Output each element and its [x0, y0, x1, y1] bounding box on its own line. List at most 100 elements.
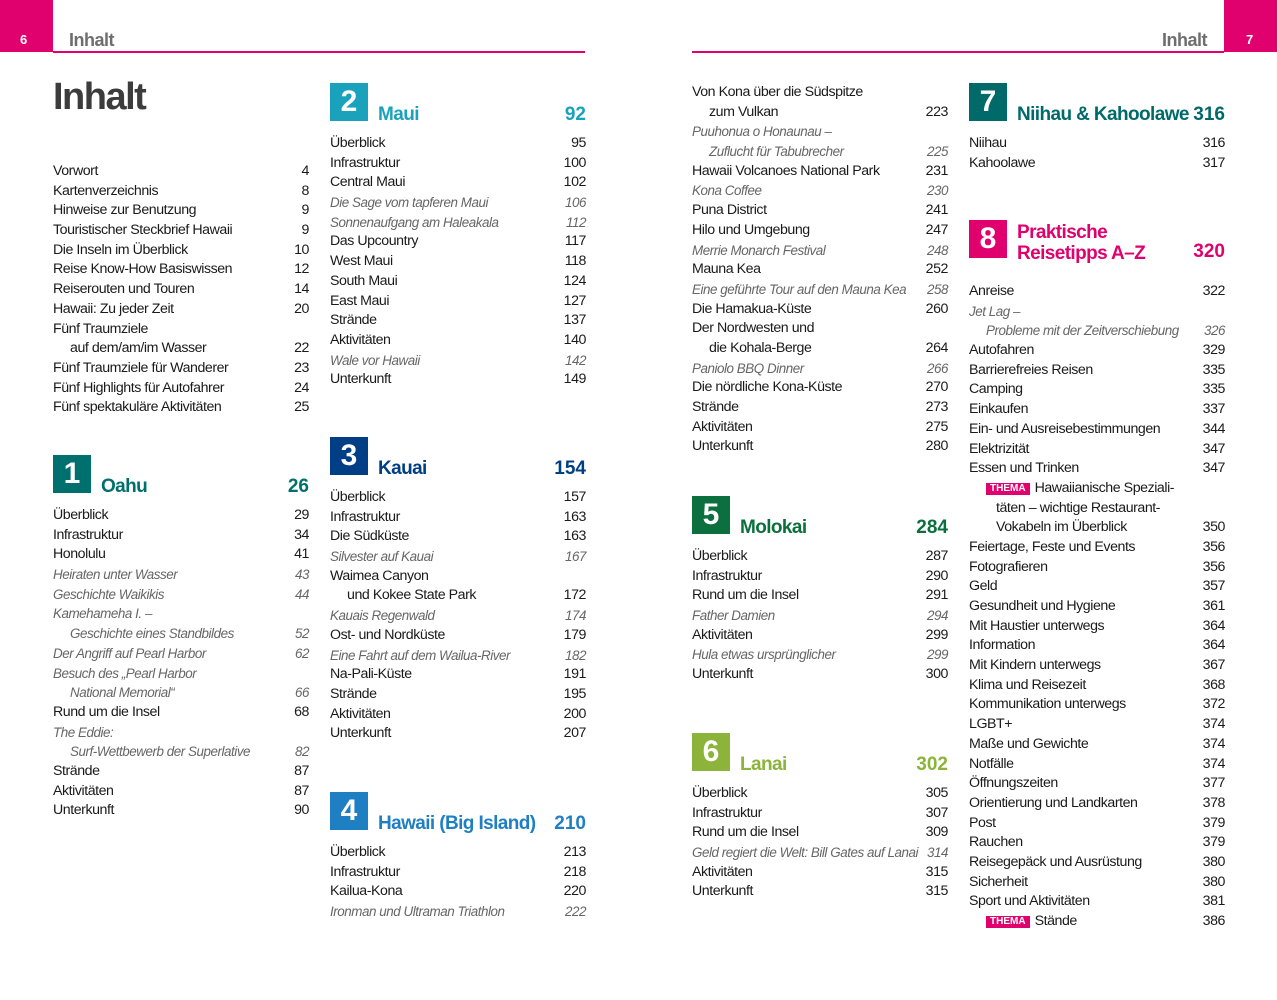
toc-entry[interactable]: Aktivitäten 275: [692, 418, 948, 438]
toc-entry[interactable]: Kona Coffee 230: [692, 181, 948, 201]
toc-entry[interactable]: Überblick 213: [330, 843, 586, 863]
toc-entry[interactable]: Mauna Kea 252: [692, 260, 948, 280]
toc-entry[interactable]: Kailua-Kona 220: [330, 882, 586, 902]
toc-entry[interactable]: Ein- und Ausreisebestimmungen 344: [969, 420, 1225, 440]
section-title[interactable]: Maui: [378, 104, 419, 125]
toc-entry[interactable]: Surf-Wettbewerb der Superlative 82: [53, 742, 309, 762]
toc-entry[interactable]: Infrastruktur 163: [330, 508, 586, 528]
toc-entry[interactable]: Die Inseln im Überblick 10: [53, 241, 309, 261]
toc-entry[interactable]: Reisegepäck und Ausrüstung 380: [969, 853, 1225, 873]
toc-entry[interactable]: Elektrizität 347: [969, 440, 1225, 460]
toc-entry[interactable]: Niihau 316: [969, 134, 1225, 154]
toc-entry[interactable]: East Maui 127: [330, 292, 586, 312]
toc-entry[interactable]: Unterkunft 280: [692, 437, 948, 457]
toc-entry[interactable]: Überblick 95: [330, 134, 586, 154]
toc-entry[interactable]: Infrastruktur 100: [330, 154, 586, 174]
toc-entry[interactable]: Kommunikation unterwegs 372: [969, 695, 1225, 715]
toc-entry[interactable]: Maße und Gewichte 374: [969, 735, 1225, 755]
toc-entry[interactable]: Hawaii Volcanoes National Park 231: [692, 162, 948, 182]
section-title[interactable]: Kauai: [378, 458, 427, 479]
toc-entry[interactable]: Rauchen 379: [969, 833, 1225, 853]
toc-entry[interactable]: Sonnenaufgang am Haleakala 112: [330, 213, 586, 233]
toc-entry[interactable]: Vokabeln im Überblick 350: [969, 518, 1225, 538]
toc-entry[interactable]: Sport und Aktivitäten 381: [969, 892, 1225, 912]
toc-entry[interactable]: Paniolo BBQ Dinner 266: [692, 359, 948, 379]
toc-entry[interactable]: Hinweise zur Benutzung 9: [53, 201, 309, 221]
toc-entry[interactable]: Fünf Traumziele für Wanderer 23: [53, 359, 309, 379]
toc-entry[interactable]: Mit Kindern unterwegs 367: [969, 656, 1225, 676]
toc-entry[interactable]: Orientierung und Landkarten 378: [969, 794, 1225, 814]
toc-entry[interactable]: Ironman und Ultraman Triathlon 222: [330, 902, 586, 922]
toc-entry[interactable]: Puna District 241: [692, 201, 948, 221]
toc-entry[interactable]: Aktivitäten 87: [53, 782, 309, 802]
toc-entry[interactable]: Probleme mit der Zeitverschiebung 326: [969, 321, 1225, 341]
toc-entry[interactable]: Überblick 287: [692, 547, 948, 567]
toc-entry[interactable]: Überblick 157: [330, 488, 586, 508]
toc-entry[interactable]: Kartenverzeichnis 8: [53, 182, 309, 202]
toc-entry[interactable]: Fünf spektakuläre Aktivitäten 25: [53, 398, 309, 418]
toc-entry[interactable]: Hula etwas ursprünglicher 299: [692, 645, 948, 665]
toc-entry[interactable]: Silvester auf Kauai 167: [330, 547, 586, 567]
toc-entry[interactable]: Aktivitäten 315: [692, 863, 948, 883]
toc-entry[interactable]: Kauais Regenwald 174: [330, 606, 586, 626]
toc-entry[interactable]: Eine Fahrt auf dem Wailua-River 182: [330, 646, 586, 666]
toc-entry[interactable]: Unterkunft 207: [330, 724, 586, 744]
toc-entry[interactable]: und Kokee State Park 172: [330, 586, 586, 606]
toc-entry[interactable]: Infrastruktur 290: [692, 567, 948, 587]
toc-entry[interactable]: Sicherheit 380: [969, 873, 1225, 893]
toc-entry[interactable]: Autofahren 329: [969, 341, 1225, 361]
toc-entry[interactable]: Geschichte Waikikis 44: [53, 585, 309, 605]
toc-entry[interactable]: Fünf Highlights für Autofahrer 24: [53, 379, 309, 399]
toc-entry[interactable]: Feiertage, Feste und Events 356: [969, 538, 1225, 558]
toc-entry[interactable]: Unterkunft 90: [53, 801, 309, 821]
section-title[interactable]: Lanai: [740, 754, 787, 775]
toc-entry[interactable]: South Maui 124: [330, 272, 586, 292]
toc-entry[interactable]: THEMA Hawaiianische Speziali-: [969, 479, 1225, 499]
toc-entry[interactable]: Unterkunft 315: [692, 882, 948, 902]
toc-entry[interactable]: auf dem/am/im Wasser 22: [53, 339, 309, 359]
toc-entry[interactable]: Infrastruktur 34: [53, 526, 309, 546]
toc-entry[interactable]: Essen und Trinken 347: [969, 459, 1225, 479]
toc-entry[interactable]: Geld regiert die Welt: Bill Gates auf La…: [692, 843, 948, 863]
toc-entry[interactable]: Die nördliche Kona-Küste 270: [692, 378, 948, 398]
toc-entry[interactable]: Father Damien 294: [692, 606, 948, 626]
toc-entry[interactable]: Heiraten unter Wasser 43: [53, 565, 309, 585]
toc-entry[interactable]: Waimea Canyon: [330, 567, 586, 587]
toc-entry[interactable]: Merrie Monarch Festival 248: [692, 241, 948, 261]
toc-entry[interactable]: Barrierefreies Reisen 335: [969, 361, 1225, 381]
section-title[interactable]: Hawaii (Big Island): [378, 813, 536, 834]
section-title[interactable]: Molokai: [740, 517, 807, 538]
toc-entry[interactable]: Strände 195: [330, 685, 586, 705]
toc-entry[interactable]: Information 364: [969, 636, 1225, 656]
toc-entry[interactable]: Unterkunft 300: [692, 665, 948, 685]
toc-entry[interactable]: Überblick 305: [692, 784, 948, 804]
toc-entry[interactable]: Strände 137: [330, 311, 586, 331]
toc-entry[interactable]: Öffnungszeiten 377: [969, 774, 1225, 794]
toc-entry[interactable]: Strände 273: [692, 398, 948, 418]
toc-entry[interactable]: Infrastruktur 218: [330, 863, 586, 883]
toc-entry[interactable]: Das Upcountry 117: [330, 232, 586, 252]
toc-entry[interactable]: Eine geführte Tour auf den Mauna Kea 258: [692, 280, 948, 300]
toc-entry[interactable]: Der Nordwesten und: [692, 319, 948, 339]
toc-entry[interactable]: Rund um die Insel 291: [692, 586, 948, 606]
toc-entry[interactable]: Post 379: [969, 814, 1225, 834]
toc-entry[interactable]: Gesundheit und Hygiene 361: [969, 597, 1225, 617]
toc-entry[interactable]: die Kohala-Berge 264: [692, 339, 948, 359]
toc-entry[interactable]: National Memorial“ 66: [53, 683, 309, 703]
toc-entry[interactable]: Mit Haustier unterwegs 364: [969, 617, 1225, 637]
toc-entry[interactable]: Notfälle 374: [969, 755, 1225, 775]
toc-entry[interactable]: Jet Lag –: [969, 302, 1225, 322]
section-title[interactable]: Oahu: [101, 476, 148, 497]
toc-entry[interactable]: Besuch des „Pearl Harbor: [53, 664, 309, 684]
toc-entry[interactable]: Aktivitäten 200: [330, 705, 586, 725]
toc-entry[interactable]: Touristischer Steckbrief Hawaii 9: [53, 221, 309, 241]
toc-entry[interactable]: Geschichte eines Standbildes 52: [53, 624, 309, 644]
toc-entry[interactable]: Puuhonua o Honaunau –: [692, 122, 948, 142]
toc-entry[interactable]: Vorwort 4: [53, 162, 309, 182]
toc-entry[interactable]: Die Südküste 163: [330, 527, 586, 547]
toc-entry[interactable]: Central Maui 102: [330, 173, 586, 193]
toc-entry[interactable]: Fotografieren 356: [969, 558, 1225, 578]
toc-entry[interactable]: täten – wichtige Restaurant-: [969, 499, 1225, 519]
toc-entry[interactable]: Anreise 322: [969, 282, 1225, 302]
toc-entry[interactable]: THEMA Stände 386: [969, 912, 1225, 932]
